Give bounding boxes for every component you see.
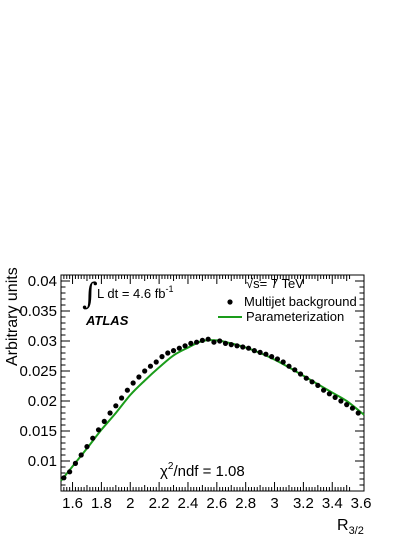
data-point-layer xyxy=(61,336,361,481)
y-axis-title: Arbitrary units xyxy=(4,267,21,366)
data-point xyxy=(78,452,84,458)
integral-symbol: ∫ xyxy=(82,277,98,312)
x-tick-label: 3.6 xyxy=(351,495,372,512)
data-point xyxy=(176,345,182,351)
data-point xyxy=(234,343,240,349)
data-point xyxy=(269,354,275,360)
chi2-symbol: χ xyxy=(160,463,168,480)
data-point xyxy=(84,444,90,450)
data-point xyxy=(159,354,165,360)
legend-marker-multijet xyxy=(227,299,233,305)
data-point xyxy=(303,375,309,381)
data-point xyxy=(263,351,269,357)
data-point xyxy=(326,391,332,397)
y-tick-label: 0.035 xyxy=(19,303,57,320)
data-point xyxy=(315,382,321,388)
data-point xyxy=(67,469,73,475)
legend-label-parameterization: Parameterization xyxy=(246,309,344,324)
data-point xyxy=(113,403,119,409)
data-point xyxy=(205,336,211,342)
y-tick-label: 0.02 xyxy=(28,393,57,410)
data-point xyxy=(349,405,356,411)
data-point xyxy=(274,356,281,362)
y-tick-label: 0.015 xyxy=(19,423,57,440)
data-point xyxy=(332,394,338,400)
x-axis-ticks: 1.6 1.8 2 2.2 2.4 2.6 2.8 3 3.2 3.4 3.6 xyxy=(60,275,372,512)
parameterization-line-layer xyxy=(60,339,365,482)
data-point xyxy=(124,387,130,393)
x-tick-label: 1.6 xyxy=(62,495,83,512)
data-point xyxy=(188,340,194,346)
x-tick-label: 2.4 xyxy=(178,495,199,512)
data-point xyxy=(251,348,257,354)
data-point xyxy=(292,367,298,373)
data-point xyxy=(182,343,188,349)
data-point xyxy=(222,340,229,346)
x-axis-title-main: R xyxy=(337,517,349,534)
data-point xyxy=(321,387,327,393)
data-point xyxy=(344,402,350,408)
data-point xyxy=(199,337,205,343)
data-point xyxy=(297,371,304,377)
data-point xyxy=(280,359,286,365)
luminosity-superscript: -1 xyxy=(166,284,174,294)
x-axis-title-subscript: 3/2 xyxy=(349,525,364,537)
data-point xyxy=(101,418,107,424)
energy-label: √s= 7 TeV xyxy=(246,276,304,291)
data-point xyxy=(130,380,136,386)
data-point xyxy=(194,339,200,345)
x-tick-label: 3 xyxy=(270,495,278,512)
data-point xyxy=(142,368,148,374)
data-point xyxy=(72,460,79,466)
data-point xyxy=(211,339,217,345)
luminosity-text: L dt = 4.6 fb xyxy=(97,286,166,301)
parameterization-line xyxy=(60,339,365,482)
x-axis-title: R3/2 xyxy=(337,517,364,537)
y-tick-label: 0.04 xyxy=(28,273,57,290)
chi2-text: /ndf = 1.08 xyxy=(173,463,244,480)
chi2-label: χ2/ndf = 1.08 xyxy=(160,461,245,480)
data-point xyxy=(119,395,125,401)
x-tick-label: 2.8 xyxy=(235,495,256,512)
x-tick-label: 2.6 xyxy=(206,495,227,512)
data-point xyxy=(217,338,223,344)
luminosity-label: L dt = 4.6 fb-1 xyxy=(97,284,174,301)
atlas-label: ATLAS xyxy=(85,313,129,328)
legend: Multijet background Parameterization xyxy=(218,294,357,324)
data-point xyxy=(170,348,177,354)
data-point xyxy=(153,359,159,365)
data-point xyxy=(309,379,315,385)
data-point xyxy=(165,350,171,356)
data-point xyxy=(245,345,252,351)
data-point xyxy=(240,344,246,350)
data-point xyxy=(136,374,142,380)
x-tick-label: 1.8 xyxy=(91,495,112,512)
data-point xyxy=(61,475,67,481)
data-point xyxy=(286,363,292,369)
chi2-superscript: 2 xyxy=(168,461,174,472)
data-point xyxy=(147,363,154,369)
x-tick-label: 2 xyxy=(126,495,134,512)
legend-label-multijet: Multijet background xyxy=(244,294,357,309)
data-point xyxy=(90,435,96,441)
y-axis-ticks: 0.01 0.015 0.02 0.025 0.03 0.035 0.04 xyxy=(19,273,364,492)
x-tick-label: 3.4 xyxy=(322,495,343,512)
y-tick-label: 0.01 xyxy=(28,453,57,470)
x-tick-label: 3.2 xyxy=(293,495,314,512)
data-point xyxy=(107,410,113,416)
data-point xyxy=(228,342,234,348)
y-tick-label: 0.03 xyxy=(28,333,57,350)
x-tick-label: 2.2 xyxy=(149,495,170,512)
data-point xyxy=(257,349,263,355)
y-tick-label: 0.025 xyxy=(19,363,57,380)
data-point xyxy=(355,410,361,416)
data-point xyxy=(95,427,102,433)
data-point xyxy=(338,398,344,404)
